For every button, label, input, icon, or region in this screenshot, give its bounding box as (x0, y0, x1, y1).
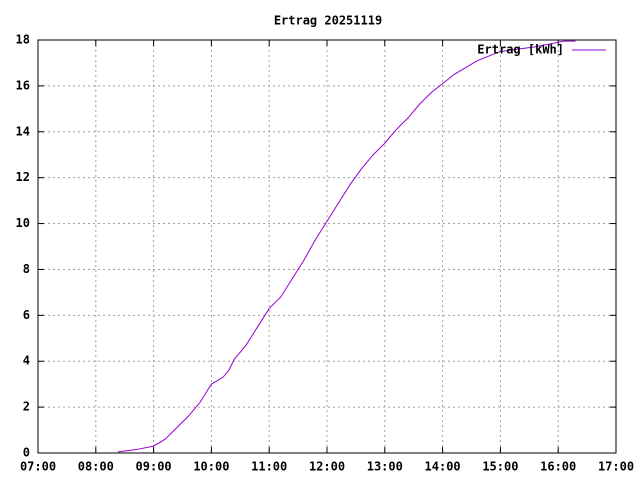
x-tick-label: 12:00 (309, 460, 345, 474)
y-tick-label: 2 (23, 400, 30, 414)
x-tick-label: 16:00 (540, 460, 576, 474)
y-tick-label: 14 (16, 124, 30, 138)
data-line (117, 40, 576, 453)
y-tick-label: 16 (16, 78, 30, 92)
y-tick-label: 4 (23, 354, 30, 368)
x-tick-label: 09:00 (136, 460, 172, 474)
y-tick-label: 0 (23, 446, 30, 460)
plot-border (37, 39, 617, 454)
x-tick-label: 10:00 (193, 460, 229, 474)
x-tick-label: 14:00 (425, 460, 461, 474)
y-tick-label: 8 (23, 262, 30, 276)
x-tick-label: 07:00 (20, 460, 56, 474)
y-tick-label: 12 (16, 170, 30, 184)
y-tick-label: 6 (23, 308, 30, 322)
y-tick-label: 10 (16, 216, 30, 230)
x-tick-label: 08:00 (78, 460, 114, 474)
x-tick-label: 11:00 (251, 460, 287, 474)
legend-label: Ertrag [kWh] (477, 43, 564, 57)
x-tick-label: 17:00 (598, 460, 634, 474)
x-tick-label: 15:00 (482, 460, 518, 474)
x-tick-label: 13:00 (367, 460, 403, 474)
y-tick-label: 18 (16, 33, 30, 47)
chart-title: Ertrag 20251119 (274, 14, 382, 28)
